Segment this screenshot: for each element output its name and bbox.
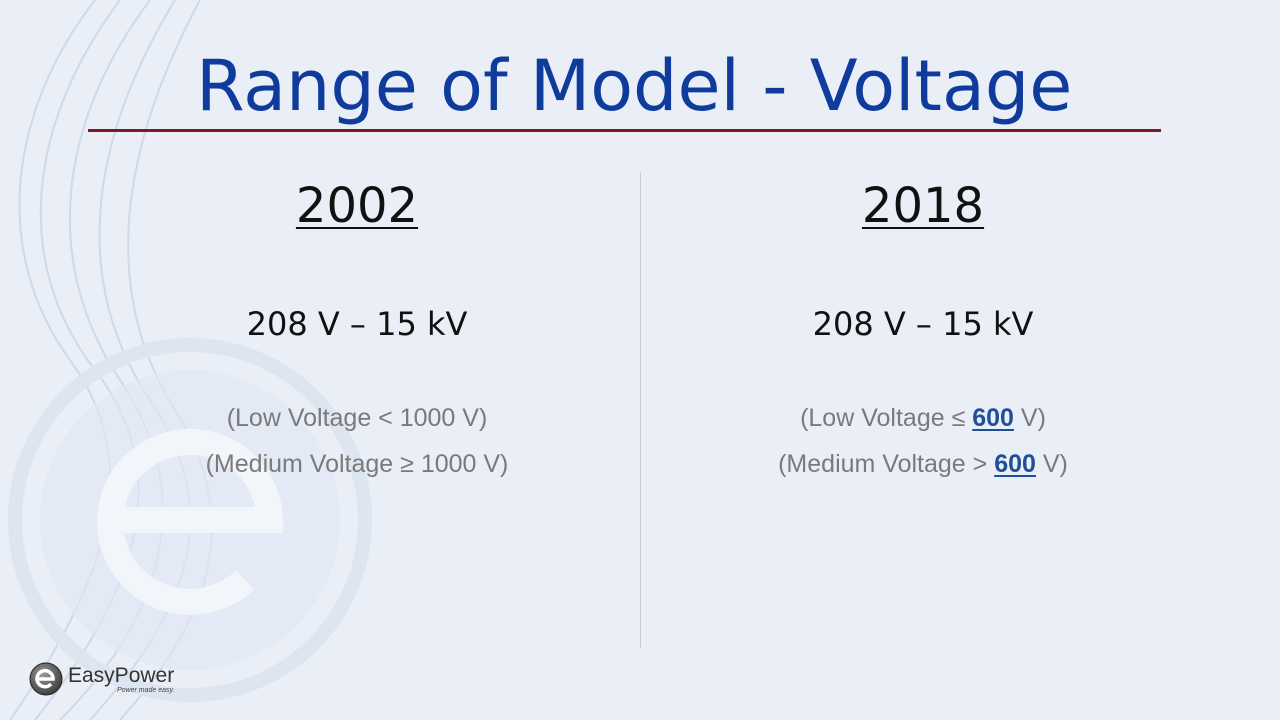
voltage-range: 208 V – 15 kV [812, 305, 1034, 343]
easypower-logo: EasyPower Power made easy. [27, 660, 197, 700]
highlighted-value: 600 [994, 450, 1036, 478]
low-voltage-note: (Low Voltage ≤ 600 V) [800, 404, 1046, 432]
column-divider [640, 172, 641, 648]
year-heading: 2018 [861, 178, 985, 234]
slide-title: Range of Model - Voltage [196, 45, 1073, 127]
highlighted-value: 600 [972, 404, 1014, 432]
logo-wordmark: EasyPower [68, 664, 175, 687]
medium-voltage-note: (Medium Voltage > 600 V) [778, 450, 1068, 478]
title-underline-divider [88, 129, 1161, 132]
low-voltage-note: (Low Voltage < 1000 V) [226, 404, 488, 432]
logo-tagline: Power made easy. [117, 687, 175, 694]
year-heading: 2002 [295, 178, 419, 234]
medium-voltage-note: (Medium Voltage ≥ 1000 V) [205, 450, 509, 478]
easypower-e-logo-icon [29, 662, 63, 696]
voltage-range: 208 V – 15 kV [246, 305, 468, 343]
